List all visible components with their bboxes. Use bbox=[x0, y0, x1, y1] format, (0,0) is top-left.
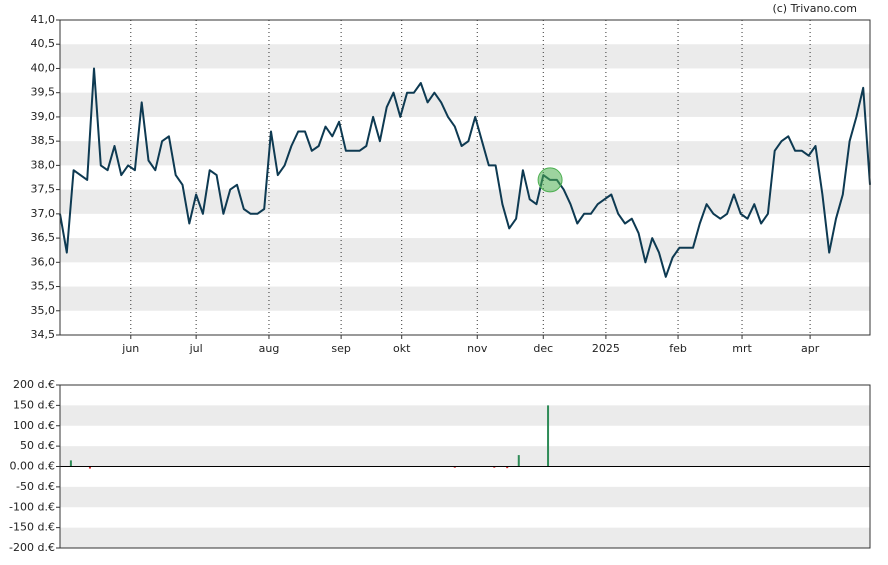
grid-band bbox=[60, 286, 870, 311]
x-tick-label: okt bbox=[393, 342, 411, 355]
y-tick-label: -50 d.€ bbox=[16, 480, 55, 493]
y-tick-label: -150 d.€ bbox=[9, 521, 55, 534]
y-tick-label: -100 d.€ bbox=[9, 500, 55, 513]
y-tick-label: 35,5 bbox=[31, 280, 56, 293]
bar bbox=[69, 460, 72, 467]
y-tick-label: 41,0 bbox=[31, 13, 56, 26]
x-tick-label: apr bbox=[801, 342, 820, 355]
grid-band bbox=[60, 486, 870, 508]
x-tick-label: sep bbox=[331, 342, 350, 355]
x-tick-label: feb bbox=[669, 342, 687, 355]
bar bbox=[517, 455, 520, 467]
plot-frame bbox=[59, 384, 871, 549]
x-tick-label: dec bbox=[533, 342, 553, 355]
y-tick-label: 40,0 bbox=[31, 61, 56, 74]
y-tick-label: -200 d.€ bbox=[9, 541, 55, 554]
y-tick-label: 38,0 bbox=[31, 158, 56, 171]
bar bbox=[547, 405, 550, 467]
bar bbox=[493, 466, 496, 468]
y-tick-label: 38,5 bbox=[31, 134, 56, 147]
x-tick-label: aug bbox=[259, 342, 280, 355]
y-tick-label: 34,5 bbox=[31, 328, 56, 341]
x-tick-label: jun bbox=[121, 342, 139, 355]
x-tick-label: mrt bbox=[732, 342, 752, 355]
x-tick-label: nov bbox=[467, 342, 488, 355]
bar bbox=[88, 466, 91, 469]
grid-band bbox=[60, 92, 870, 117]
grid-band bbox=[60, 44, 870, 69]
grid-band bbox=[60, 189, 870, 214]
y-tick-label: 36,0 bbox=[31, 255, 56, 268]
y-tick-label: 35,0 bbox=[31, 304, 56, 317]
grid-band bbox=[60, 527, 870, 548]
y-tick-label: 37,5 bbox=[31, 183, 56, 196]
y-tick-label: 200 d.€ bbox=[13, 378, 55, 391]
bar bbox=[453, 466, 456, 468]
grid-band bbox=[60, 141, 870, 166]
grid-band bbox=[60, 238, 870, 263]
x-tick-label: 2025 bbox=[592, 342, 620, 355]
x-tick-label: jul bbox=[189, 342, 203, 355]
y-tick-label: 40,5 bbox=[31, 37, 56, 50]
y-tick-label: 39,5 bbox=[31, 86, 56, 99]
y-tick-label: 100 d.€ bbox=[13, 419, 55, 432]
y-tick-label: 150 d.€ bbox=[13, 398, 55, 411]
y-tick-label: 50 d.€ bbox=[20, 439, 55, 452]
grid-band bbox=[60, 405, 870, 426]
price-line bbox=[59, 67, 871, 278]
grid-band bbox=[60, 446, 870, 467]
highlight-marker bbox=[537, 167, 563, 193]
y-tick-label: 36,5 bbox=[31, 231, 56, 244]
plot-frame bbox=[59, 19, 871, 336]
y-tick-label: 39,0 bbox=[31, 110, 56, 123]
credit: (c) Trivano.com bbox=[772, 2, 857, 15]
y-tick-label: 37,0 bbox=[31, 207, 56, 220]
bar bbox=[506, 466, 509, 469]
y-tick-label: 0.00 d.€ bbox=[10, 460, 55, 473]
